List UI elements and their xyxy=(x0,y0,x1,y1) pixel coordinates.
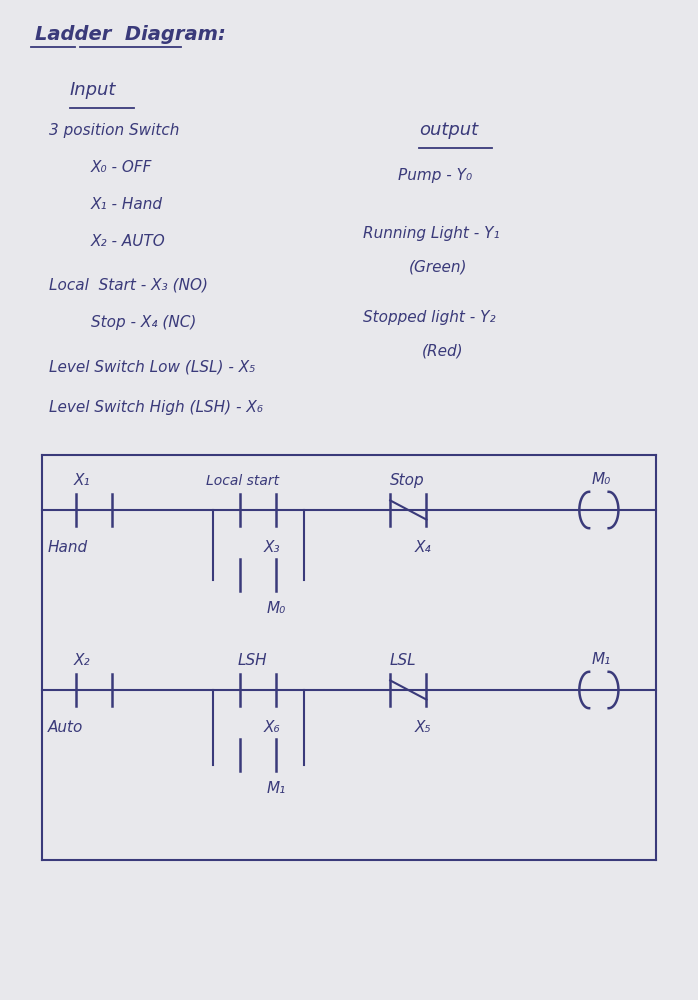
Text: Auto: Auto xyxy=(47,720,83,735)
Text: Level Switch Low (LSL) - X₅: Level Switch Low (LSL) - X₅ xyxy=(49,360,255,375)
Text: X₁: X₁ xyxy=(73,473,90,488)
Text: output: output xyxy=(419,121,478,139)
Text: M₀: M₀ xyxy=(267,601,286,616)
Text: X₄: X₄ xyxy=(415,540,431,555)
Text: X₀ - OFF: X₀ - OFF xyxy=(91,160,152,175)
Text: Local start: Local start xyxy=(206,474,279,488)
Text: Running Light - Y₁: Running Light - Y₁ xyxy=(363,226,500,241)
Text: Pump - Y₀: Pump - Y₀ xyxy=(398,168,472,183)
Text: X₅: X₅ xyxy=(415,720,431,735)
Text: Hand: Hand xyxy=(47,540,87,555)
Text: (Green): (Green) xyxy=(408,260,467,275)
Text: X₁ - Hand: X₁ - Hand xyxy=(91,197,163,212)
Text: Local  Start - X₃ (NO): Local Start - X₃ (NO) xyxy=(49,278,208,293)
Text: 3 position Switch: 3 position Switch xyxy=(49,123,179,138)
Text: Stopped light - Y₂: Stopped light - Y₂ xyxy=(363,310,496,325)
Text: Level Switch High (LSH) - X₆: Level Switch High (LSH) - X₆ xyxy=(49,400,263,415)
Text: LSH: LSH xyxy=(237,653,267,668)
Text: X₂: X₂ xyxy=(73,653,90,668)
Text: M₁: M₁ xyxy=(267,781,286,796)
Text: Stop - X₄ (NC): Stop - X₄ (NC) xyxy=(91,315,196,330)
Text: Stop: Stop xyxy=(389,473,424,488)
Text: (Red): (Red) xyxy=(422,344,464,359)
Text: LSL: LSL xyxy=(389,653,416,668)
Text: M₀: M₀ xyxy=(591,472,611,487)
Text: X₆: X₆ xyxy=(264,720,281,735)
Text: X₂ - AUTO: X₂ - AUTO xyxy=(91,234,165,249)
Text: X₃: X₃ xyxy=(264,540,281,555)
Text: Input: Input xyxy=(70,81,116,99)
Text: Ladder  Diagram:: Ladder Diagram: xyxy=(35,25,225,44)
Text: M₁: M₁ xyxy=(591,652,611,667)
